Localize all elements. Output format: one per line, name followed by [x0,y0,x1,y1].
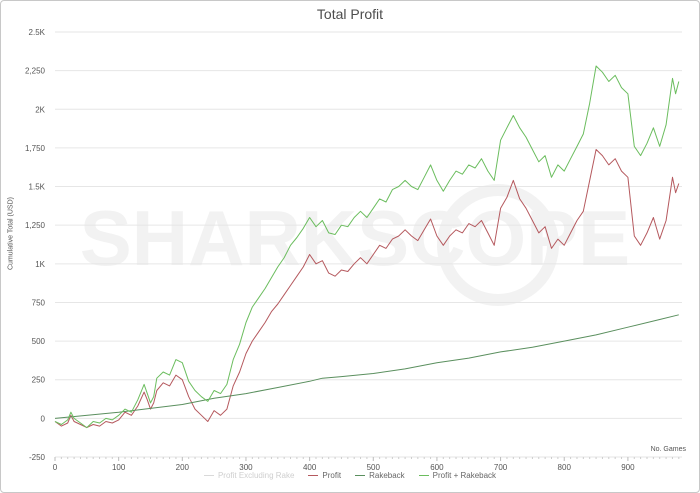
legend-label: Profit + Rakeback [432,471,497,480]
legend-item[interactable]: Profit Excluding Rake [203,471,295,480]
y-axis-label: Cumulative Total (USD) [7,197,15,271]
x-tick-labels: 0 100 200 300 400 500 600 700 800 900 [53,457,680,472]
y-tick-label: -250 [29,453,46,462]
legend-swatch [308,475,319,476]
series-line-profit-rakeback [54,65,680,429]
legend-item[interactable]: Profit + Rakeback [418,471,497,480]
x-tick-label: 400 [303,463,317,472]
x-tick-label: 800 [558,463,572,472]
y-tick-labels: 2.5K 2,250 2K 1,750 1.5K 1,250 1K 750 500 250 0 -25… [25,28,46,462]
series-line-rakeback [54,314,679,419]
y-tick-label: 1,250 [25,221,46,230]
legend-label: Rakeback [369,471,405,480]
series-line-profit [54,149,680,429]
legend: Profit Excluding Rake Profit Rakeback Profi… [0,471,700,480]
x-tick-label: 300 [239,463,253,472]
x-tick-label: 200 [176,463,190,472]
legend-label: Profit [322,471,342,480]
y-tick-label: 1K [35,260,45,269]
y-tick-label: 1,750 [25,144,46,153]
x-tick-label: 500 [367,463,381,472]
legend-item[interactable]: Rakeback [355,471,405,480]
x-tick-label: 100 [112,463,126,472]
x-tick-label: 900 [621,463,635,472]
grid [55,31,682,458]
y-tick-label: 250 [32,376,46,385]
chart-title: Total Profit [316,6,384,22]
legend-item[interactable]: Profit [308,471,341,480]
y-tick-label: 750 [32,298,46,307]
legend-swatch [203,475,214,476]
legend-swatch [355,475,366,476]
legend-swatch [418,475,429,476]
series-lines [54,65,680,429]
y-tick-label: 2,250 [25,67,46,76]
y-tick-label: 2K [35,105,45,114]
x-tick-label: 700 [494,463,508,472]
y-tick-label: 0 [41,414,46,423]
x-tick-label: 0 [53,463,58,472]
y-tick-label: 1.5K [29,183,46,192]
legend-label: Profit Excluding Rake [217,471,295,480]
y-tick-label: 500 [32,337,46,346]
x-tick-label: 600 [430,463,444,472]
x-axis-label: No. Games [650,446,686,453]
y-tick-label: 2.5K [29,28,46,37]
